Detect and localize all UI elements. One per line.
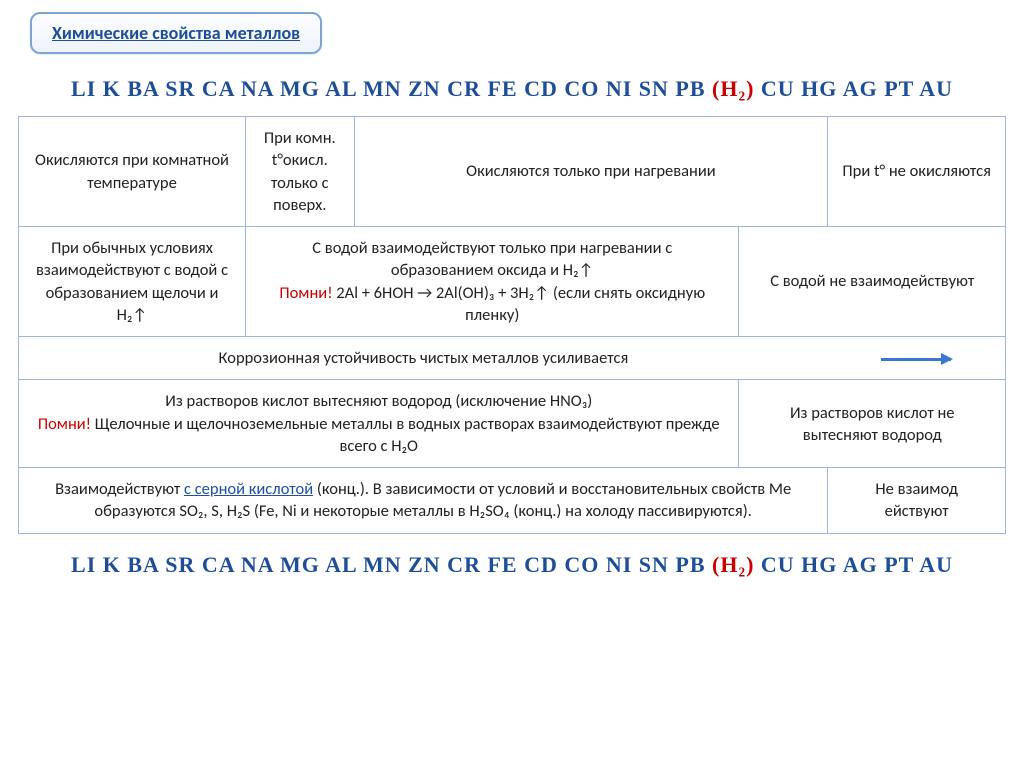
activity-series-bottom: LI K BA SR CA NA MG AL MN ZN CR FE CD CO… [18, 552, 1006, 578]
cell-no-oxidize: При t° не окисляются [828, 117, 1006, 227]
series-right-b: CU HG AG PT AU [754, 552, 953, 577]
series-left: LI K BA SR CA NA MG AL MN ZN CR FE CD CO… [71, 76, 712, 101]
water-heating-text: С водой взаимодействуют только при нагре… [312, 238, 672, 280]
sulfuric-pre: Взаимодействуют [55, 479, 184, 499]
cell-sulfuric-none: Не взаимод ействуют [828, 468, 1006, 534]
table-row-acids: Из растворов кислот вытесняют водород (и… [19, 380, 1006, 468]
table-row-corrosion: Коррозионная устойчивость чистых металло… [19, 337, 1006, 380]
arrow-icon [881, 358, 951, 361]
water-heating-equation: 2Al + 6HOH → 2Al(OH)₃ + 3H₂↑ (если снять… [333, 283, 706, 325]
activity-series-top: LI K BA SR CA NA MG AL MN ZN CR FE CD CO… [18, 76, 1006, 102]
remember-label: Помни! [279, 283, 332, 303]
cell-sulfuric-react: Взаимодействуют с серной кислотой (конц.… [19, 468, 828, 534]
series-h2: (H₂) [712, 76, 754, 101]
properties-table: Окисляются при комнатной температуре При… [18, 116, 1006, 534]
cell-acids-no-displace: Из растворов кислот не вытесняют водород [739, 380, 1006, 468]
cell-water-normal: При обычных условиях взаимодействуют с в… [19, 227, 246, 337]
page-title-box: Химические свойства металлов [30, 12, 322, 54]
cell-oxidize-surface: При комн. t°окисл. только с поверх. [246, 117, 355, 227]
remember-label-2: Помни! [38, 414, 91, 434]
cell-water-none: С водой не взаимодействуют [739, 227, 1006, 337]
table-row-oxidation: Окисляются при комнатной температуре При… [19, 117, 1006, 227]
acids-line1: Из растворов кислот вытесняют водород (и… [165, 391, 592, 411]
cell-oxidize-room: Окисляются при комнатной температуре [19, 117, 246, 227]
cell-acids-displace: Из растворов кислот вытесняют водород (и… [19, 380, 739, 468]
cell-corrosion-arrow [828, 337, 1006, 380]
series-left-b: LI K BA SR CA NA MG AL MN ZN CR FE CD CO… [71, 552, 712, 577]
series-right: CU HG AG PT AU [754, 76, 953, 101]
series-h2-b: (H₂) [712, 552, 754, 577]
cell-corrosion-text: Коррозионная устойчивость чистых металло… [19, 337, 828, 380]
table-row-water: При обычных условиях взаимодействуют с в… [19, 227, 1006, 337]
cell-water-heating: С водой взаимодействуют только при нагре… [246, 227, 739, 337]
sulfuric-acid-link[interactable]: с серной кислотой [184, 479, 313, 499]
cell-oxidize-heating: Окисляются только при нагревании [354, 117, 828, 227]
acids-remember: Щелочные и щелочноземельные металлы в во… [91, 414, 720, 456]
page-title: Химические свойства металлов [52, 22, 300, 44]
table-row-sulfuric: Взаимодействуют с серной кислотой (конц.… [19, 468, 1006, 534]
